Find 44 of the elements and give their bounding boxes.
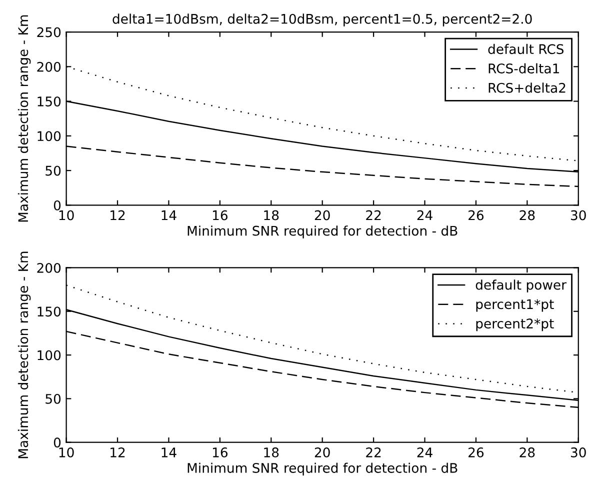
y-tick-label: 200 <box>37 62 61 72</box>
legend-label: percent2*pt <box>476 318 554 332</box>
x-tick-label: 20 <box>314 447 330 458</box>
x-tick-label: 22 <box>366 210 381 220</box>
x-axis-title: Minimum SNR required for detection - dB <box>188 226 458 238</box>
chart-title: delta1=10dBsm, delta2=10dBsm, percent1=0.5, percent2=2.0 <box>112 14 532 26</box>
x-tick-label: 30 <box>570 447 586 458</box>
x-tick-label: 24 <box>417 210 432 220</box>
x-tick-label: 12 <box>110 447 125 458</box>
legend-label: RCS+delta2 <box>488 82 566 93</box>
y-tick-label: 100 <box>38 131 61 142</box>
y-tick-label: 200 <box>37 262 61 273</box>
x-tick-label: 24 <box>417 447 432 458</box>
y-tick-label: 250 <box>37 27 61 38</box>
legend-label: percent1*pt <box>476 299 554 312</box>
x-tick-label: 10 <box>59 210 74 220</box>
x-tick-label: 14 <box>162 448 176 458</box>
y-axis-title: Maximum detection range - Km <box>18 252 31 458</box>
y-tick-label: 150 <box>38 306 61 317</box>
x-tick-label: 14 <box>162 210 176 220</box>
x-tick-label: 26 <box>468 447 484 458</box>
legend-label: default power <box>476 280 567 292</box>
x-tick-label: 12 <box>110 210 125 220</box>
legend-label: RCS-delta1 <box>488 63 559 74</box>
y-tick-label: 150 <box>38 96 61 106</box>
x-tick-label: 30 <box>570 210 586 220</box>
x-tick-label: 28 <box>520 210 535 220</box>
y-tick-label: 50 <box>46 166 61 176</box>
y-tick-label: 50 <box>46 394 61 404</box>
y-axis-title: Maximum detection range - Km <box>18 15 31 222</box>
x-tick-label: 28 <box>520 447 535 458</box>
x-tick-label: 22 <box>366 447 381 458</box>
x-tick-label: 10 <box>59 447 74 458</box>
x-tick-label: 26 <box>468 210 484 220</box>
x-tick-label: 16 <box>212 210 228 220</box>
y-tick-label: 0 <box>54 438 61 448</box>
x-tick-label: 18 <box>264 210 279 220</box>
x-tick-label: 20 <box>314 210 330 220</box>
legend-label: default RCS <box>488 44 564 54</box>
y-tick-label: 0 <box>54 200 61 210</box>
x-tick-label: 18 <box>264 447 279 458</box>
x-tick-label: 16 <box>212 447 228 458</box>
y-tick-label: 100 <box>38 350 61 360</box>
x-axis-title: Minimum SNR required for detection - dB <box>188 462 458 476</box>
